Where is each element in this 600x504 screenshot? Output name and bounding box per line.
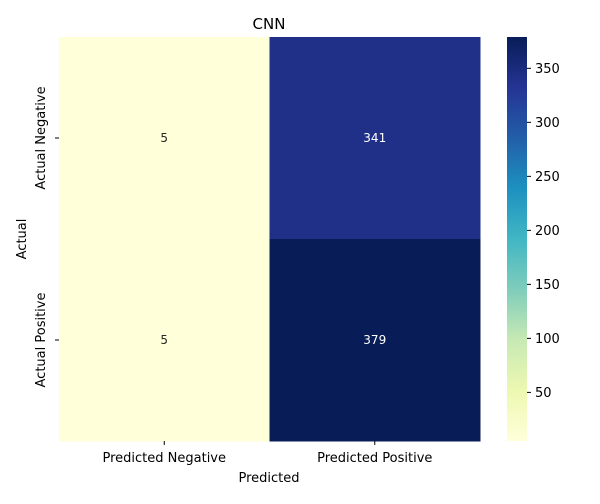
x-tick-label: Predicted Negative	[103, 451, 227, 466]
colorbar-tick-label: 350	[535, 62, 560, 77]
chart-title: CNN	[253, 15, 286, 33]
y-tick-label: Actual Positive	[34, 293, 49, 388]
cell-value-label: 379	[363, 333, 386, 347]
colorbar	[507, 37, 527, 441]
x-tick-label: Predicted Positive	[317, 451, 432, 466]
cell-value-label: 341	[363, 131, 386, 145]
y-axis-ticks: Actual Negative Actual Positive	[34, 86, 59, 387]
heatmap-cell	[59, 37, 270, 240]
cell-value-label: 5	[160, 333, 168, 347]
colorbar-tick-label: 250	[535, 170, 560, 185]
heatmap-cells	[59, 37, 481, 442]
colorbar-tick-label: 100	[535, 332, 560, 347]
colorbar-tick-label: 300	[535, 116, 560, 131]
y-axis-label: Actual	[15, 219, 30, 260]
colorbar-tick-label: 150	[535, 278, 560, 293]
heatmap-cell	[269, 239, 481, 442]
cell-value-labels: 5 341 5 379	[160, 131, 386, 347]
colorbar-tick-label: 50	[535, 386, 552, 401]
x-axis-label: Predicted	[238, 471, 299, 486]
heatmap-cell	[269, 37, 481, 240]
cell-value-label: 5	[160, 131, 168, 145]
colorbar-ticks: 50 100 150 200 250 300 350	[527, 62, 560, 401]
x-axis-ticks: Predicted Negative Predicted Positive	[103, 441, 432, 466]
colorbar-tick-label: 200	[535, 224, 560, 239]
heatmap-cell	[59, 239, 270, 442]
y-tick-label: Actual Negative	[34, 86, 49, 189]
